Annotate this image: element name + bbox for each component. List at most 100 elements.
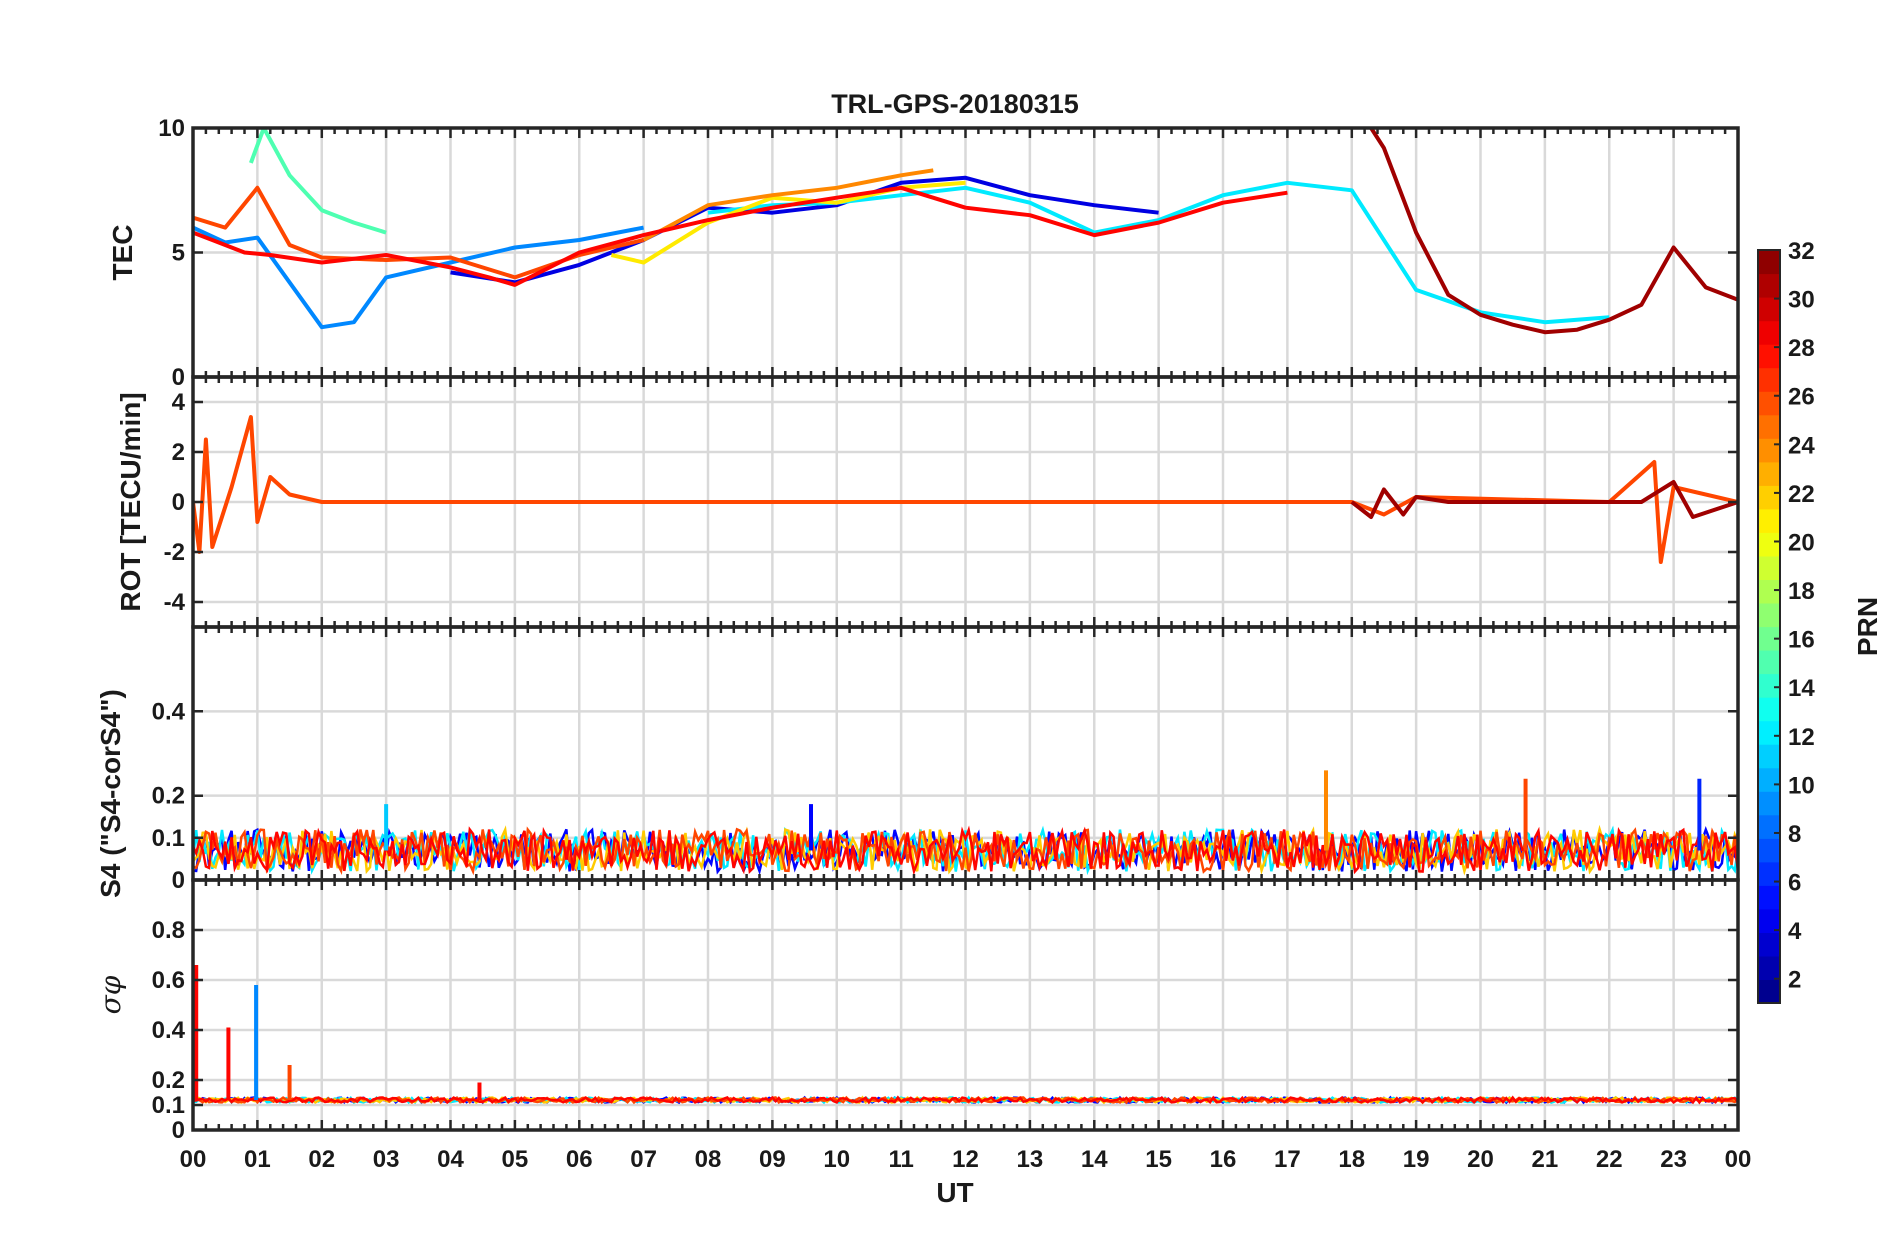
colorbar-segment bbox=[1758, 626, 1780, 651]
rot-y-tick-label: 4 bbox=[172, 389, 186, 416]
x-tick-label: 01 bbox=[244, 1146, 271, 1173]
x-tick-label: 17 bbox=[1274, 1146, 1301, 1173]
colorbar-tick-label: 6 bbox=[1788, 870, 1801, 897]
rot-y-tick-label: -2 bbox=[164, 539, 185, 566]
colorbar-tick-label: 12 bbox=[1788, 724, 1815, 751]
colorbar-segment bbox=[1758, 532, 1780, 557]
colorbar-segment bbox=[1758, 508, 1780, 533]
rot-y-tick-marks bbox=[193, 400, 1738, 604]
rot-y-tick-label: -4 bbox=[164, 589, 186, 616]
colorbar-segment bbox=[1758, 367, 1780, 392]
x-tick-label: 20 bbox=[1467, 1146, 1494, 1173]
colorbar-segment bbox=[1758, 814, 1780, 839]
rot-series-prn-31 bbox=[1350, 480, 1738, 519]
colorbar-segment bbox=[1758, 273, 1780, 298]
colorbar-tick-label: 10 bbox=[1788, 772, 1815, 799]
chart-title: TRL-GPS-20180315 bbox=[831, 89, 1079, 119]
x-tick-label: 22 bbox=[1596, 1146, 1623, 1173]
x-tick-label: 10 bbox=[823, 1146, 850, 1173]
s4-y-axis-label: S4 ("S4-corS4") bbox=[95, 689, 126, 898]
colorbar-frame bbox=[1757, 249, 1781, 1004]
x-tick-label: 08 bbox=[695, 1146, 722, 1173]
tec-y-tick-label: 5 bbox=[172, 240, 185, 267]
colorbar-tick-label: 26 bbox=[1788, 384, 1815, 411]
x-tick-label: 13 bbox=[1017, 1146, 1044, 1173]
x-tick-label: 12 bbox=[952, 1146, 979, 1173]
colorbar-segment bbox=[1758, 838, 1780, 863]
sigma_phi-y-tick-label: 0.4 bbox=[152, 1017, 186, 1044]
tec-series-prn-28 bbox=[193, 185, 1288, 287]
tec-series-prn-31 bbox=[1369, 128, 1738, 335]
colorbar-segment bbox=[1758, 744, 1780, 769]
s4-y-tick-label: 0.1 bbox=[152, 825, 185, 852]
tec-y-tick-label: 10 bbox=[158, 115, 185, 142]
colorbar-segment bbox=[1758, 579, 1780, 604]
colorbar-segment bbox=[1758, 555, 1780, 580]
colorbar-segment bbox=[1758, 767, 1780, 792]
sigma_phi-y-tick-label: 0.2 bbox=[152, 1067, 185, 1094]
colorbar-segment bbox=[1758, 673, 1780, 698]
colorbar-tick-label: 32 bbox=[1788, 238, 1815, 265]
tec-series-prn-24 bbox=[642, 168, 934, 242]
colorbar-segment bbox=[1758, 791, 1780, 816]
colorbar-segment bbox=[1758, 603, 1780, 628]
x-tick-label: 04 bbox=[437, 1146, 464, 1173]
x-tick-label: 00 bbox=[1725, 1146, 1752, 1173]
colorbar-segment bbox=[1758, 391, 1780, 416]
colorbar-segment bbox=[1758, 979, 1780, 1004]
colorbar-tick-label: 14 bbox=[1788, 675, 1815, 702]
rot-y-tick-label: 0 bbox=[172, 489, 185, 516]
x-tick-label: 06 bbox=[566, 1146, 593, 1173]
x-tick-label: 23 bbox=[1660, 1146, 1687, 1173]
colorbar-label: PRN bbox=[1852, 597, 1883, 656]
sigma_phi-panel-frame bbox=[191, 878, 1740, 1132]
colorbar-tick-label: 20 bbox=[1788, 529, 1815, 556]
colorbar-tick-label: 2 bbox=[1788, 967, 1801, 994]
x-tick-label: 11 bbox=[888, 1146, 913, 1173]
x-axis-label: UT bbox=[936, 1177, 973, 1208]
data-layer bbox=[193, 128, 1738, 1105]
x-tick-label: 18 bbox=[1338, 1146, 1365, 1173]
x-tick-label: 00 bbox=[180, 1146, 207, 1173]
tec-series-prn-12 bbox=[707, 180, 1610, 325]
colorbar-tick-label: 30 bbox=[1788, 287, 1815, 314]
tec-y-axis-label: TEC bbox=[107, 225, 138, 281]
colorbar-segment bbox=[1758, 697, 1780, 722]
colorbar-segment bbox=[1758, 861, 1780, 886]
colorbar-tick-label: 8 bbox=[1788, 821, 1801, 848]
tec-panel-data bbox=[193, 128, 1738, 335]
colorbar-tick-label: 18 bbox=[1788, 578, 1815, 605]
colorbar-segment bbox=[1758, 461, 1780, 486]
colorbar-tick-label: 4 bbox=[1788, 918, 1802, 945]
x-tick-label: 15 bbox=[1145, 1146, 1172, 1173]
rot-y-tick-label: 2 bbox=[172, 439, 185, 466]
tec-series-prn-4 bbox=[450, 175, 1159, 285]
x-tick-label: 19 bbox=[1403, 1146, 1430, 1173]
s4-y-tick-label: 0 bbox=[172, 867, 185, 894]
sigma_phi-panel-data bbox=[193, 965, 1738, 1105]
colorbar-segment bbox=[1758, 297, 1780, 322]
colorbar-tick-label: 28 bbox=[1788, 335, 1815, 362]
colorbar-segment bbox=[1758, 932, 1780, 957]
s4-y-tick-label: 0.4 bbox=[152, 698, 186, 725]
colorbar-tick-label: 22 bbox=[1788, 481, 1815, 508]
colorbar-segment bbox=[1758, 485, 1780, 510]
x-tick-label: 02 bbox=[308, 1146, 335, 1173]
colorbar-segment bbox=[1758, 955, 1780, 980]
colorbar-segment bbox=[1758, 414, 1780, 439]
colorbar-segment bbox=[1758, 720, 1780, 745]
colorbar-segment bbox=[1758, 650, 1780, 675]
colorbar-tick-label: 16 bbox=[1788, 627, 1815, 654]
colorbar-segment bbox=[1758, 438, 1780, 463]
sigma_phi-y-tick-label: 0.8 bbox=[152, 917, 185, 944]
x-tick-label: 14 bbox=[1081, 1146, 1108, 1173]
x-tick-label: 16 bbox=[1210, 1146, 1237, 1173]
tec-series-prn-9 bbox=[193, 225, 644, 330]
colorbar-segment bbox=[1758, 250, 1780, 275]
s4-y-tick-label: 0.2 bbox=[152, 783, 185, 810]
sigma_phi-y-tick-label: 0 bbox=[172, 1117, 185, 1144]
tec-y-tick-label: 0 bbox=[172, 364, 185, 391]
